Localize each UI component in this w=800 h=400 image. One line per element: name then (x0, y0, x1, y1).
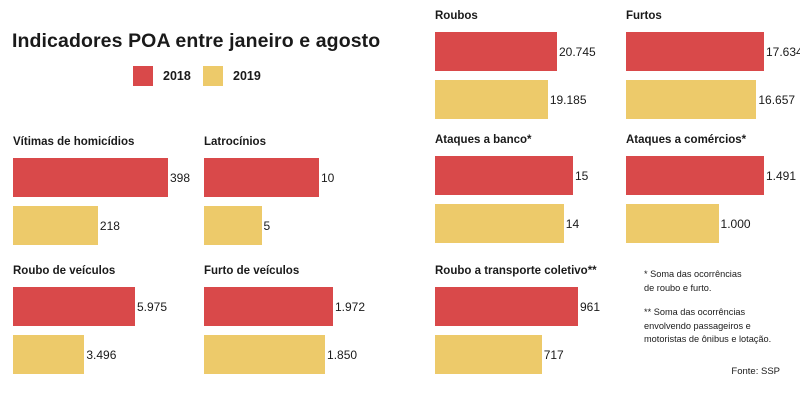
bar-value-label: 5 (263, 218, 271, 233)
panel-title: Ataques a banco* (435, 134, 532, 146)
bar-2018 (13, 158, 168, 197)
legend-swatch-2018 (133, 66, 153, 86)
bar-2019 (626, 80, 757, 119)
footnote-line: de roubo e furto. (644, 282, 712, 293)
bar-value-label: 398 (170, 170, 191, 185)
bar-value-label: 20.745 (559, 44, 596, 59)
bar-value-label: 17.634 (766, 44, 800, 59)
bar-value-label: 19.185 (549, 92, 587, 107)
bar-value-label: 1.000 (720, 216, 751, 231)
bar-2019 (435, 80, 548, 119)
legend-label-2018: 2018 (163, 69, 191, 83)
bar-2018 (13, 287, 135, 326)
bar-value-label: 1.850 (327, 347, 358, 362)
panel-title: Roubo de veículos (13, 265, 116, 277)
panel-title: Roubos (435, 10, 478, 22)
bar-2018 (435, 32, 557, 71)
bar-value-label: 14 (565, 216, 580, 231)
footnote-line: envolvendo passageiros e (644, 320, 751, 331)
legend-item-2019: 2019 (203, 66, 261, 86)
bar-value-label: 15 (575, 168, 589, 183)
source-credit: Fonte: SSP (731, 366, 780, 377)
panel-title: Vítimas de homicídios (13, 136, 135, 148)
bar-value-label: 961 (580, 299, 601, 314)
legend-item-2018: 2018 (133, 66, 191, 86)
footnote-single-asterisk: * Soma das ocorrências de roubo e furto. (644, 268, 742, 295)
panel-title: Furtos (626, 10, 662, 22)
legend-swatch-2019 (203, 66, 223, 86)
bar-2019 (435, 204, 564, 243)
bar-2018 (626, 156, 764, 195)
bar-value-label: 3.496 (86, 347, 117, 362)
footnote-line: * Soma das ocorrências (644, 269, 742, 279)
bar-2018 (204, 287, 333, 326)
bar-2019 (13, 335, 85, 374)
bar-2019 (435, 335, 542, 374)
chart-title: Indicadores POA entre janeiro e agosto (12, 30, 381, 52)
bar-2019 (204, 206, 262, 245)
panel-title: Latrocínios (204, 136, 266, 148)
bar-2019 (13, 206, 98, 245)
bar-value-label: 10 (321, 170, 335, 185)
panel-title: Ataques a comércios* (626, 134, 747, 146)
bar-2019 (204, 335, 326, 374)
bar-value-label: 1.972 (335, 299, 366, 314)
bar-value-label: 5.975 (137, 299, 168, 314)
bar-value-label: 717 (543, 347, 564, 362)
bar-2018 (626, 32, 764, 71)
bar-value-label: 1.491 (766, 168, 797, 183)
bar-value-label: 218 (99, 218, 120, 233)
bar-2018 (435, 156, 573, 195)
panel-title: Roubo a transporte coletivo** (435, 265, 597, 277)
bar-2018 (435, 287, 578, 326)
bar-2019 (626, 204, 719, 243)
bar-value-label: 16.657 (758, 92, 796, 107)
footnote-line: motoristas de ônibus e lotação. (644, 334, 772, 344)
bar-2018 (204, 158, 319, 197)
footnote-double-asterisk: ** Soma das ocorrências envolvendo passa… (644, 306, 771, 347)
legend-label-2019: 2019 (233, 69, 261, 83)
footnote-line: ** Soma das ocorrências (644, 307, 746, 317)
panel-title: Furto de veículos (204, 265, 300, 277)
